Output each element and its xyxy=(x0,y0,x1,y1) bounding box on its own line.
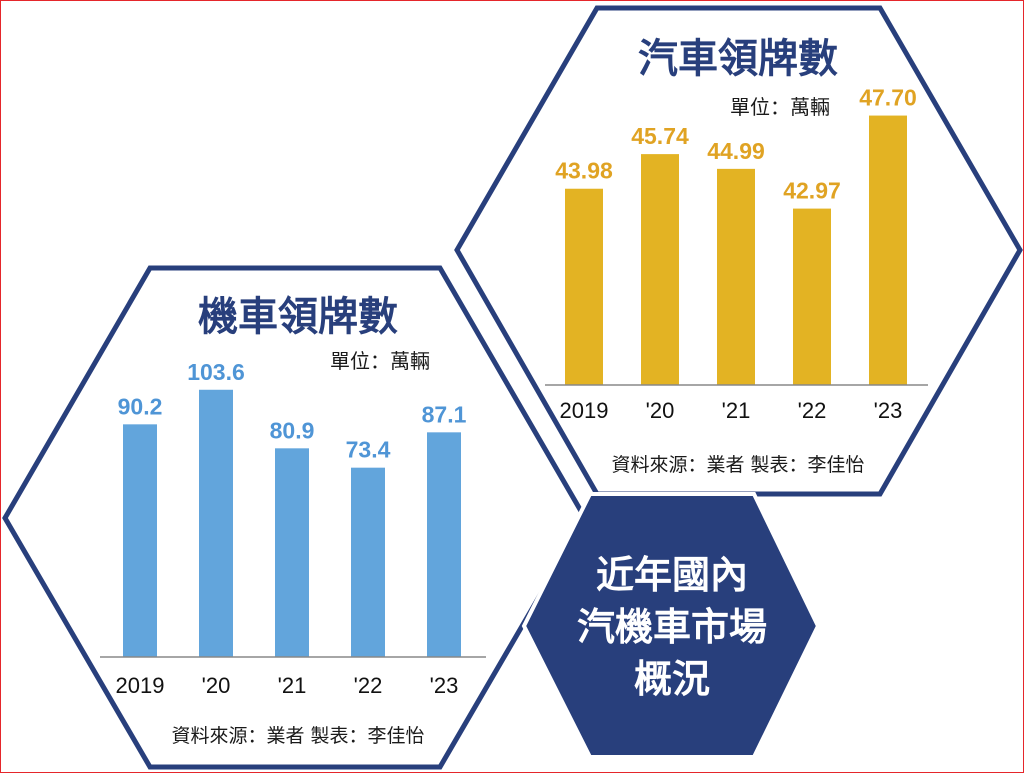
car-tick-label-2: '21 xyxy=(722,398,751,423)
center-label-line-2: 汽機車市場 xyxy=(577,605,767,649)
car-bar-1 xyxy=(641,154,679,385)
motorcycle-tick-label-4: '23 xyxy=(430,673,459,698)
car-value-label-1: 45.74 xyxy=(631,123,689,149)
car-tick-label-3: '22 xyxy=(798,398,827,423)
motorcycle-chart-title: 機車領牌數 xyxy=(198,294,398,340)
center-label-line-3: 概況 xyxy=(634,657,710,701)
motorcycle-tick-label-1: '20 xyxy=(202,673,231,698)
car-tick-label-4: '23 xyxy=(874,398,903,423)
motorcycle-value-label-1: 103.6 xyxy=(187,359,245,385)
motorcycle-value-label-2: 80.9 xyxy=(270,417,315,443)
car-value-label-0: 43.98 xyxy=(555,158,613,184)
car-value-label-2: 44.99 xyxy=(707,138,765,164)
motorcycle-value-label-4: 87.1 xyxy=(422,401,467,427)
car-tick-label-1: '20 xyxy=(646,398,675,423)
motorcycle-bar-1 xyxy=(199,389,233,657)
motorcycle-tick-label-3: '22 xyxy=(354,673,383,698)
motorcycle-bar-0 xyxy=(123,424,157,657)
motorcycle-chart-unit: 單位：萬輛 xyxy=(330,349,430,373)
motorcycle-value-label-0: 90.2 xyxy=(118,393,163,419)
motorcycle-value-label-3: 73.4 xyxy=(346,437,391,463)
car-value-label-3: 42.97 xyxy=(783,178,841,204)
motorcycle-chart-source: 資料來源：業者 製表：李佳怡 xyxy=(171,725,424,747)
car-bar-2 xyxy=(717,168,755,385)
car-tick-label-0: 2019 xyxy=(560,398,609,423)
motorcycle-tick-label-2: '21 xyxy=(278,673,307,698)
car-chart-unit: 單位：萬輛 xyxy=(730,95,830,119)
car-bar-0 xyxy=(565,188,603,385)
motorcycle-tick-label-0: 2019 xyxy=(116,673,165,698)
car-value-label-4: 47.70 xyxy=(859,85,917,111)
motorcycle-bar-4 xyxy=(427,432,461,657)
car-chart-source: 資料來源：業者 製表：李佳怡 xyxy=(611,454,864,476)
center-label-line-1: 近年國內 xyxy=(596,553,748,597)
motorcycle-bar-3 xyxy=(351,467,385,657)
car-chart-title: 汽車領牌數 xyxy=(638,36,838,82)
car-bar-4 xyxy=(869,115,907,386)
center-hexagon xyxy=(521,492,821,759)
motorcycle-bar-2 xyxy=(275,448,309,657)
car-bar-3 xyxy=(793,208,831,385)
